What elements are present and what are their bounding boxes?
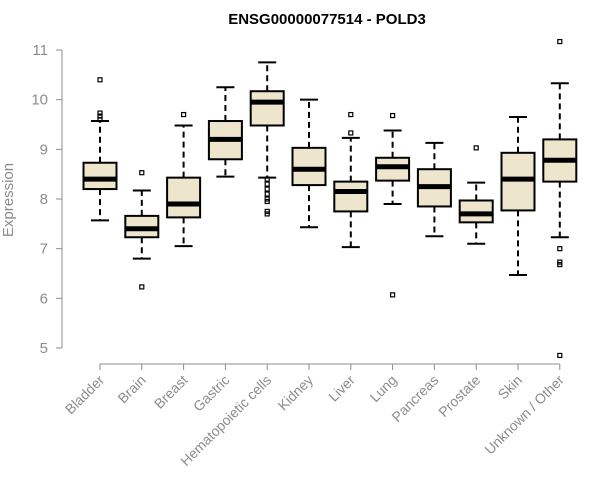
box-group — [542, 38, 578, 359]
box-group — [124, 170, 160, 290]
x-tick-label: Brain — [114, 372, 148, 406]
axes: 5 6 7 8 9 10 11 — [31, 42, 560, 365]
x-tick-label: Liver — [325, 372, 358, 405]
outlier-point — [181, 111, 187, 118]
y-tick-label: 10 — [31, 92, 48, 109]
y-axis-label: Expression — [0, 163, 17, 237]
box-group — [458, 145, 494, 245]
outlier-point — [97, 77, 103, 83]
outlier-point — [264, 186, 270, 192]
outlier-point — [139, 284, 145, 290]
outlier-point — [557, 246, 563, 252]
x-tick-label: Breast — [151, 372, 191, 412]
y-tick-label: 9 — [40, 141, 48, 158]
outlier-point — [264, 211, 270, 217]
box-group — [291, 98, 327, 229]
outlier-point — [97, 110, 103, 116]
box-group — [500, 116, 536, 276]
box-group — [249, 61, 285, 217]
box-iqr — [82, 161, 118, 191]
outlier-point — [348, 111, 354, 118]
boxes — [82, 38, 578, 359]
x-tick-label: Unknown / Other — [481, 372, 567, 458]
outlier-point — [557, 352, 563, 359]
y-tick-label: 8 — [40, 191, 48, 208]
x-tick-label: Kidney — [275, 372, 317, 414]
outlier-point — [557, 261, 563, 268]
x-tick-label: Lung — [366, 372, 399, 405]
outlier-point — [390, 112, 396, 119]
box-group — [416, 141, 452, 238]
x-tick-label: Skin — [495, 372, 526, 403]
outlier-point — [390, 292, 396, 298]
outlier-point — [264, 191, 270, 197]
box-group — [333, 111, 369, 249]
chart-title: ENSG00000077514 - POLD3 — [228, 11, 426, 28]
x-tick-label: Bladder — [62, 372, 108, 418]
box-iqr — [291, 146, 327, 187]
box-group — [166, 111, 202, 248]
box-group — [207, 86, 243, 178]
outlier-point — [139, 170, 145, 176]
y-tick-label: 6 — [40, 290, 48, 307]
outlier-point — [473, 145, 479, 151]
outlier-point — [264, 176, 270, 182]
box-group — [375, 112, 411, 298]
outlier-point — [264, 181, 270, 187]
y-tick-label: 7 — [40, 241, 48, 258]
outlier-point — [557, 38, 563, 45]
outlier-point — [264, 198, 270, 205]
box-iqr — [249, 90, 285, 127]
box-group — [82, 77, 118, 222]
outlier-point — [97, 116, 103, 123]
y-tick-label: 5 — [40, 340, 48, 357]
box-iqr — [333, 180, 369, 213]
x-tick-label: Prostate — [435, 372, 483, 420]
outlier-point — [348, 130, 354, 136]
box-iqr — [166, 176, 202, 219]
y-tick-label: 11 — [32, 42, 48, 59]
